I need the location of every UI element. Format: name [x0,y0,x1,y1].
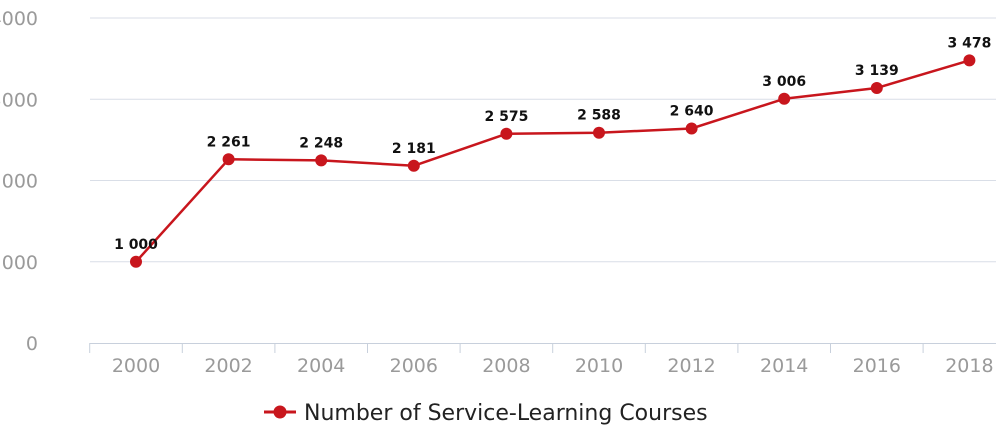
data-label: 2 261 [207,134,251,150]
data-label: 2 248 [299,135,343,151]
data-point[interactable] [593,126,605,139]
data-label: 3 139 [855,63,899,79]
x-tick-label: 2014 [760,355,808,377]
x-axis-labels: 2000 2002 2004 2006 2008 2010 2012 2014 2016 2018 [112,355,994,377]
data-label: 2 640 [670,104,714,120]
data-labels: 1 000 2 261 2 248 2 181 2 575 2 588 2 640 3 006… [114,35,991,252]
data-label: 2 588 [577,108,621,124]
data-label: 2 575 [484,109,528,125]
data-label: 3 006 [762,74,806,90]
data-point[interactable] [407,159,420,172]
x-axis [89,343,996,353]
y-tick-label: 0 [26,333,38,355]
x-tick-label: 2004 [297,355,345,377]
x-tick-label: 2012 [667,355,715,377]
data-label: 2 181 [392,141,436,157]
legend-label: Number of Service-Learning Courses [304,401,708,426]
data-point[interactable] [870,81,883,94]
grid-lines [90,17,996,263]
x-tick-label: 2010 [575,355,623,377]
x-tick-label: 2006 [390,355,438,377]
x-tick-label: 2002 [204,355,252,377]
data-point[interactable] [500,127,513,140]
data-point[interactable] [685,122,698,135]
data-point[interactable] [130,255,142,268]
x-tick-label: 2008 [482,355,530,377]
data-point[interactable] [963,54,976,67]
legend-marker-swatch [273,405,287,419]
series-group [130,54,976,268]
legend[interactable]: Number of Service-Learning Courses [264,401,708,426]
y-tick-label: 3000 [0,89,38,111]
data-point[interactable] [778,92,791,105]
y-tick-label: 4000 [0,8,38,30]
data-point[interactable] [315,154,328,167]
x-tick-label: 2016 [853,355,901,377]
data-point[interactable] [222,153,235,166]
x-tick-label: 2000 [112,355,160,377]
y-tick-label: 2000 [0,171,38,193]
x-tick-label: 2018 [945,355,993,377]
data-label: 1 000 [114,237,158,253]
data-label: 3 478 [947,35,991,51]
series-line [135,59,970,263]
